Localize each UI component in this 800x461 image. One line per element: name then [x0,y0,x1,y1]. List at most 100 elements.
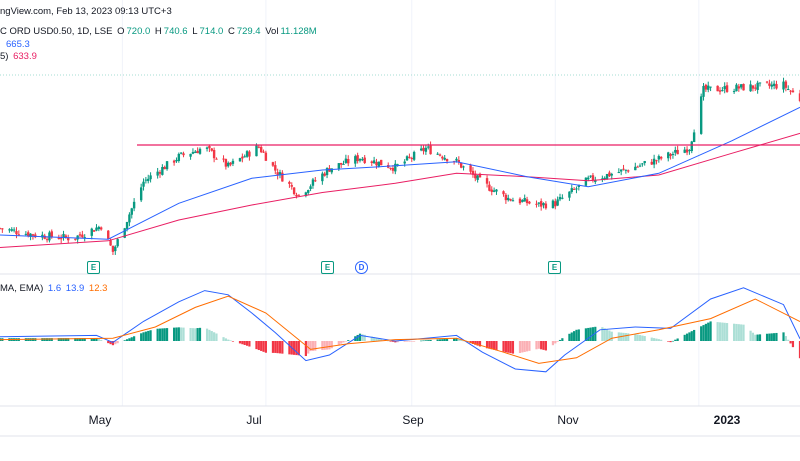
histogram-bar [476,341,479,346]
candle-body [490,189,493,192]
ma-long-legend: 5) 633.9 [0,51,39,62]
ma-long-line [0,132,800,248]
histogram-bar [229,340,232,341]
candle-body [676,149,679,155]
histogram-bar [156,328,159,341]
histogram-bar [789,341,792,344]
earnings-marker-icon[interactable]: E [548,261,561,274]
candle-body [130,208,133,215]
candle-body [276,172,279,176]
histogram-bar [667,341,670,342]
histogram-bar [716,322,719,341]
histogram-bar [643,336,646,341]
candle-body [363,157,366,163]
candle-body [507,197,510,201]
histogram-bar [674,339,677,341]
candle-body [770,84,773,87]
histogram-bar [321,341,324,351]
earnings-marker-icon[interactable]: E [87,261,100,274]
histogram-bar [570,332,573,341]
histogram-bar [387,340,390,342]
histogram-bar [370,336,373,341]
histogram-bar [276,341,279,354]
candle-body [422,147,425,152]
histogram-bar [787,339,790,341]
histogram-bar [756,334,759,341]
candle-body [509,199,512,201]
macd-line [0,287,800,373]
histogram-bar [495,341,498,351]
candle-body [156,171,159,176]
volume-value: 11.128M [280,26,317,37]
candle-body [718,90,722,92]
histogram-bar [389,341,392,342]
histogram-bar [213,332,216,341]
candle-body [356,155,359,162]
candle-body [231,160,235,164]
histogram-bar [177,327,180,341]
histogram-bar [765,333,769,341]
histogram-bar [410,341,413,342]
candle-body [535,203,538,205]
candle-body [521,200,524,202]
histogram-bar [535,341,538,350]
histogram-bar [422,340,425,342]
candle-body [544,203,548,209]
histogram-bar [358,333,362,341]
candle-body [290,185,293,187]
candle-body [292,187,296,195]
signal-line [0,295,800,364]
candle-body [83,237,86,239]
histogram-bar [453,338,456,341]
histogram-bar [340,341,343,344]
histogram-bar [231,341,235,342]
histogram-bar [554,341,557,344]
candle-body [518,198,522,204]
earnings-marker-icon[interactable]: E [321,261,334,274]
candle-body [469,165,472,172]
histogram-bar [60,338,63,341]
histogram-bar [594,326,597,341]
candle-body [74,238,77,240]
histogram-bar [504,341,507,353]
symbol-label: C ORD USD0.50, 1D, LSE [0,26,113,37]
ma-short-legend: 665.3 [6,39,32,50]
histogram-bar [260,341,263,351]
histogram-bar [210,331,213,341]
candle-body [410,158,413,160]
histogram-bar [361,334,364,341]
histogram-bar [328,341,331,350]
candle-body [43,235,46,239]
candle-body [643,161,646,164]
histogram-bar [650,337,653,341]
candle-body [307,190,310,193]
candle-body [504,194,508,201]
histogram-bar [683,334,686,341]
histogram-bar [700,326,703,341]
candle-body [622,168,625,170]
histogram-bar [587,327,590,341]
histogram-bar [718,322,722,341]
histogram-bar [485,341,489,349]
candle-body [772,83,776,86]
histogram-bar [130,337,133,341]
histogram-bar [241,341,244,345]
histogram-bar [57,338,60,341]
candle-body [248,151,251,157]
histogram-bar [111,341,115,346]
histogram-bar [608,330,611,341]
dividend-marker-icon[interactable]: D [355,261,368,274]
candle-body [227,162,230,167]
candle-body [81,234,84,238]
histogram-bar [568,333,571,341]
histogram-bar [394,341,397,343]
histogram-bar [78,338,82,341]
candle-body [132,201,136,209]
histogram-bar [81,338,84,341]
candle-body [323,173,326,176]
candle-body [732,91,736,93]
candle-body [570,188,573,192]
histogram-bar [255,341,258,350]
candle-body [474,173,477,179]
